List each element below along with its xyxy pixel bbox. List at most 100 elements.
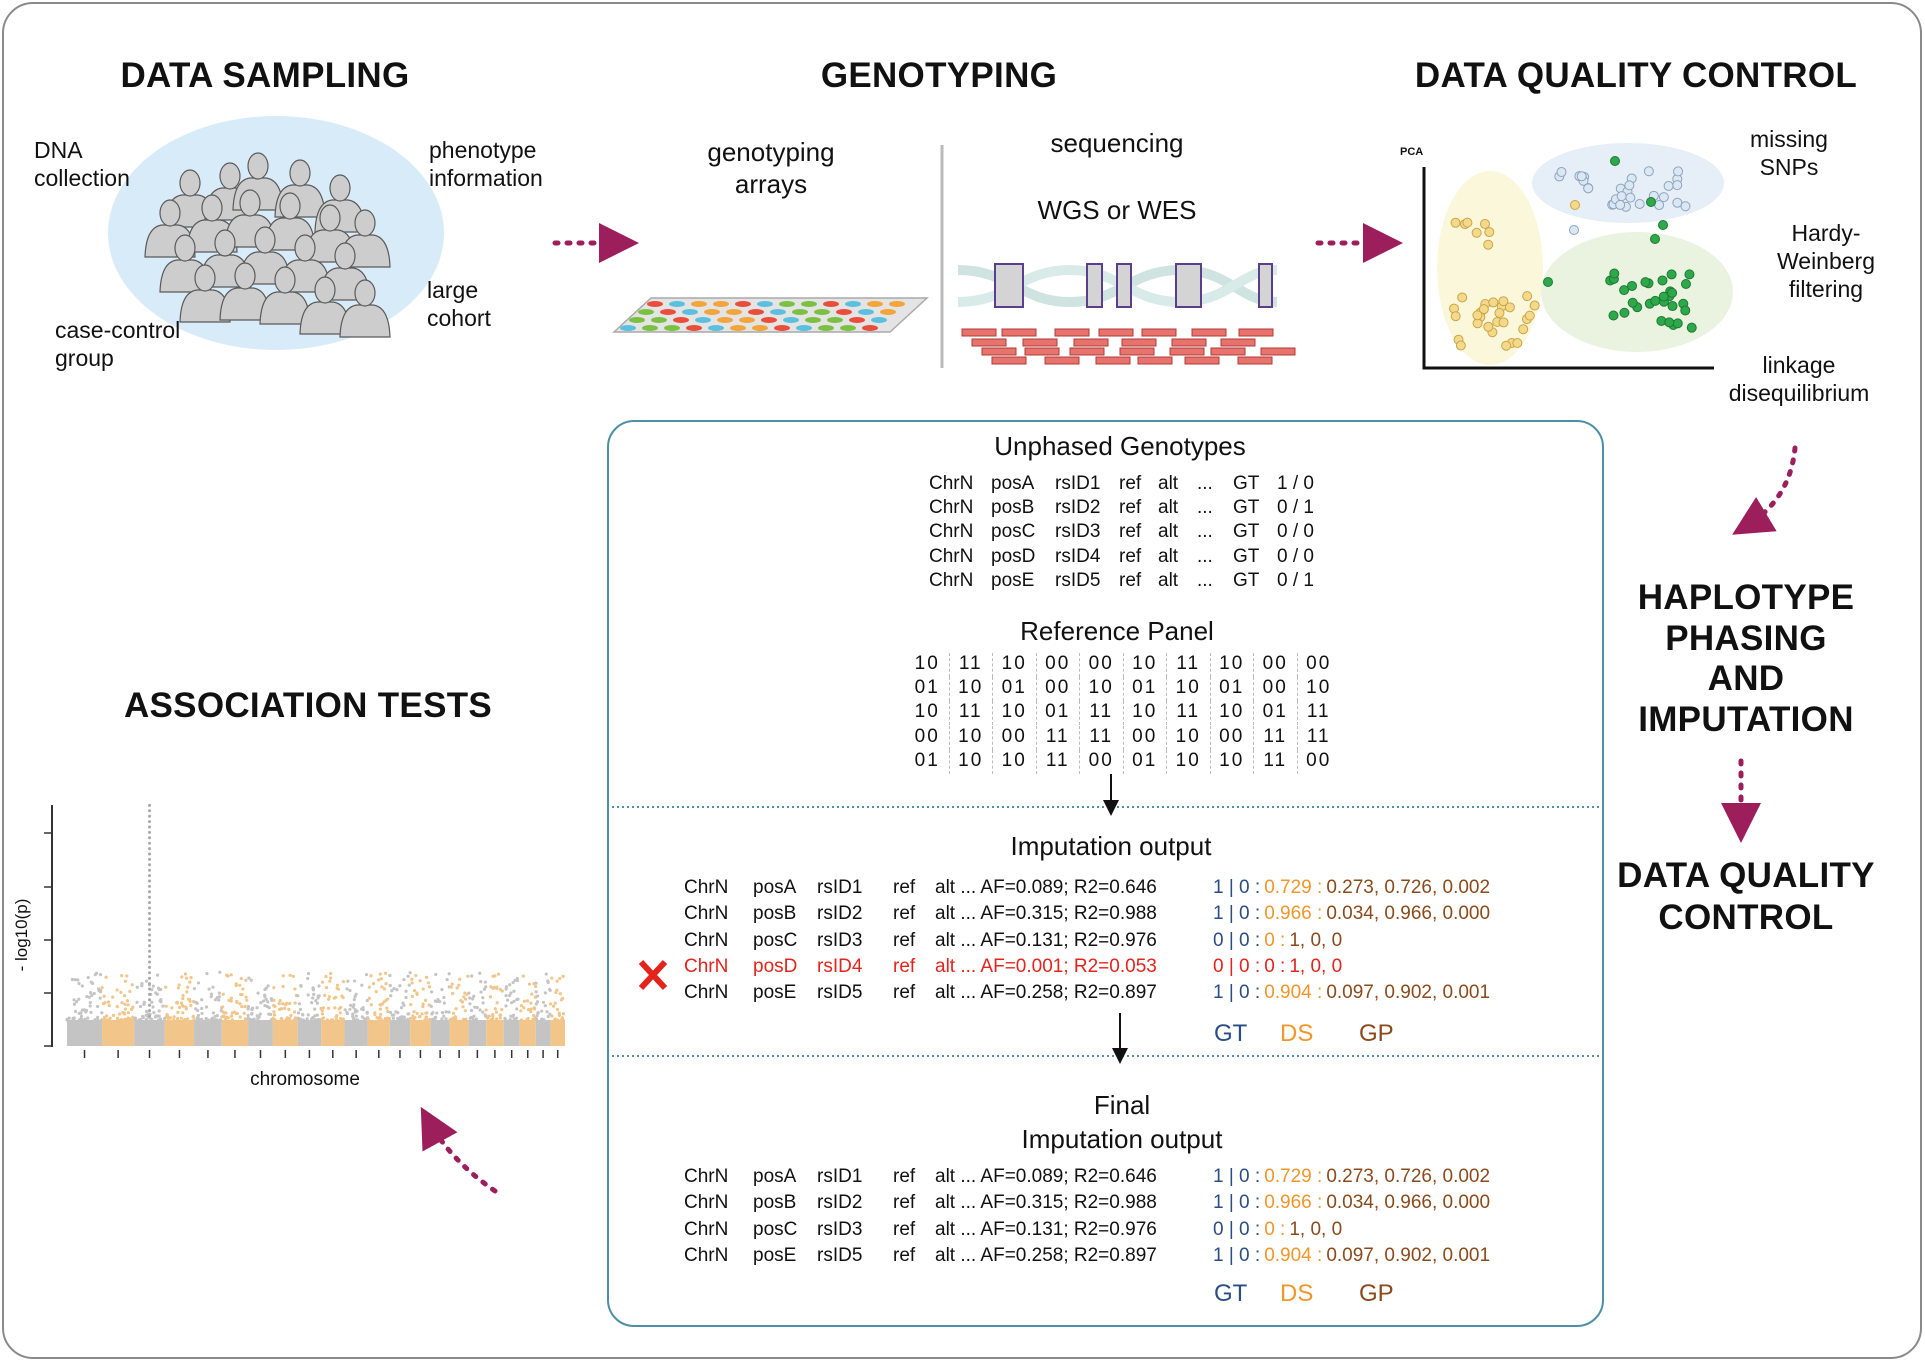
variant-info: alt ... AF=0.258; R2=0.897	[935, 982, 1157, 1004]
pca-point	[1543, 277, 1553, 287]
snp-point	[466, 974, 470, 978]
snp-point	[500, 989, 504, 993]
snp-point	[487, 1014, 491, 1018]
unphased-rsid: rsID2	[1055, 497, 1101, 519]
snp-point	[504, 1018, 508, 1022]
array-spot	[845, 301, 861, 307]
snp-point	[93, 1018, 97, 1022]
variant-chr: ChrN	[684, 982, 729, 1004]
array-spot	[691, 301, 707, 307]
snp-point	[176, 986, 180, 990]
snp-point	[159, 1000, 163, 1004]
variant-chr: ChrN	[684, 929, 729, 951]
haplotype-pair: 00	[1209, 725, 1254, 750]
unphased-gt: 0 / 1	[1277, 497, 1314, 519]
snp-point	[310, 1001, 314, 1005]
chromosome-20-band	[519, 1020, 536, 1046]
snp-point	[151, 1005, 155, 1009]
snp-point	[130, 983, 134, 987]
field-gp: 0.273, 0.726, 0.002	[1326, 1166, 1491, 1187]
haplotype-pair: 10	[1166, 749, 1210, 774]
sequencing-read	[1184, 356, 1220, 365]
snp-point	[92, 991, 96, 996]
haplotype-pair: 01	[1209, 677, 1254, 702]
field-gp: 1, 0, 0	[1289, 1218, 1343, 1240]
snp-point	[492, 985, 496, 990]
snp-point	[79, 1014, 84, 1018]
snp-point	[157, 1014, 161, 1018]
pca-point	[1650, 295, 1661, 306]
snp-point	[519, 1004, 524, 1008]
snp-point	[435, 1011, 439, 1015]
haplotype-pair: 11	[1166, 653, 1210, 677]
array-spot	[752, 325, 768, 331]
haplotype-pair: 10	[1079, 677, 1123, 702]
variant-rsid: rsID4	[817, 955, 863, 977]
snp-point	[123, 1017, 127, 1021]
label-linkage-disequilibrium: linkage disequilibrium	[1728, 352, 1870, 406]
pca-axis-label: PCA	[1400, 146, 1424, 158]
label-sequencing: sequencing	[1050, 128, 1184, 158]
unphased-dots: ...	[1197, 473, 1213, 494]
snp-point	[468, 996, 472, 1000]
snp-point	[519, 1018, 524, 1022]
snp-point	[544, 972, 548, 976]
snp-point	[341, 980, 346, 984]
snp-peak-point	[148, 955, 152, 959]
field-gp: 0.273, 0.726, 0.002	[1326, 877, 1491, 898]
field-gp: 1, 0, 0	[1289, 955, 1343, 977]
snp-point	[491, 1012, 495, 1017]
snp-point	[508, 993, 512, 998]
unphased-rsid: rsID4	[1055, 545, 1101, 567]
snp-point	[378, 1003, 382, 1007]
snp-peak-point	[148, 971, 152, 975]
snp-point	[543, 1004, 547, 1008]
snp-point	[481, 1001, 485, 1005]
snp-point	[312, 992, 316, 996]
snp-point	[293, 987, 297, 991]
snp-point	[529, 1010, 533, 1014]
snp-point	[123, 1007, 128, 1011]
snp-point	[553, 1018, 557, 1022]
pca-point	[1483, 239, 1494, 250]
sequencing-read	[971, 338, 1007, 347]
snp-peak-point	[148, 998, 152, 1002]
snp-point	[261, 999, 266, 1003]
sequencing-read	[991, 356, 1027, 365]
snp-point	[306, 971, 311, 976]
sequencing-read	[1095, 356, 1131, 365]
variant-pos: posE	[753, 982, 797, 1004]
array-spot	[880, 309, 896, 315]
snp-point	[126, 1011, 131, 1015]
snp-point	[235, 1011, 239, 1015]
genotype-fields: 0 | 001, 0, 0	[1213, 1219, 1346, 1241]
pca-point	[1684, 269, 1695, 280]
pca-point	[1672, 318, 1683, 329]
pca-point	[1583, 183, 1594, 194]
snp-point	[215, 1014, 219, 1018]
snp-point	[461, 1005, 465, 1009]
snp-point	[332, 996, 336, 1000]
snp-point	[196, 981, 201, 985]
snp-peak-point	[148, 890, 152, 894]
snp-point	[410, 994, 414, 999]
snp-point	[407, 1012, 411, 1016]
snp-point	[309, 1017, 314, 1021]
chromosome-4-band	[164, 1020, 195, 1046]
snp-point	[247, 976, 251, 980]
snp-point	[200, 1006, 204, 1011]
snp-point	[164, 985, 168, 989]
snp-point	[111, 995, 115, 999]
snp-point	[296, 1011, 301, 1015]
snp-point	[380, 985, 384, 989]
variant-rsid: rsID1	[817, 1166, 863, 1187]
snp-point	[493, 974, 497, 978]
snp-point	[448, 1018, 452, 1022]
snp-point	[429, 1004, 433, 1008]
array-spot	[735, 301, 751, 307]
snp-point	[379, 977, 383, 981]
pca-point	[1610, 156, 1620, 166]
title-haplotype-phasing-imputation: HAPLOTYPE PHASING AND IMPUTATION	[1638, 578, 1855, 740]
snp-point	[119, 1018, 123, 1022]
